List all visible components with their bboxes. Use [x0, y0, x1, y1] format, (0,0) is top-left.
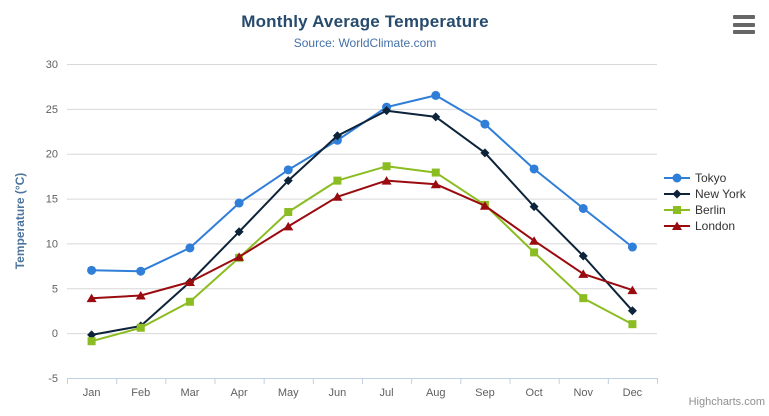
data-point-berlin[interactable] — [579, 294, 588, 303]
tokyo-legend-marker-icon — [664, 173, 690, 183]
legend-label: Tokyo — [695, 171, 727, 185]
data-point-berlin[interactable] — [530, 248, 539, 257]
data-point-berlin[interactable] — [333, 176, 342, 185]
hamburger-icon — [733, 30, 755, 34]
data-point-new-york[interactable] — [382, 106, 392, 116]
data-point-london[interactable] — [381, 176, 392, 185]
x-axis-label: Jul — [380, 387, 394, 399]
series-london — [86, 176, 638, 303]
new-york-legend-marker-icon — [664, 189, 690, 199]
data-point-tokyo[interactable] — [480, 119, 490, 129]
data-point-new-york[interactable] — [431, 112, 441, 122]
series-line-berlin — [90, 165, 634, 343]
legend-label: New York — [695, 187, 746, 201]
data-point-tokyo[interactable] — [529, 164, 539, 174]
data-point-berlin[interactable] — [136, 323, 145, 332]
x-axis-label: Apr — [231, 387, 248, 399]
berlin-legend-marker-icon — [664, 206, 690, 214]
y-axis-label: 10 — [46, 238, 58, 250]
series-tokyo — [87, 90, 637, 276]
legend-label: Berlin — [695, 203, 726, 217]
y-axis-label: 5 — [52, 283, 58, 295]
y-axis-label: 25 — [46, 104, 58, 116]
x-axis-label: May — [278, 387, 299, 399]
data-point-berlin[interactable] — [431, 168, 440, 177]
data-point-london[interactable] — [578, 269, 589, 278]
data-point-new-york[interactable] — [283, 176, 293, 186]
y-axis-label: 30 — [46, 59, 58, 71]
tokyo-legend-symbol[interactable] — [672, 173, 682, 183]
credits-link[interactable]: Highcharts.com — [688, 396, 765, 408]
data-point-new-york[interactable] — [234, 227, 244, 237]
x-axis-label: Aug — [426, 387, 446, 399]
data-point-new-york[interactable] — [332, 131, 342, 141]
data-point-new-york[interactable] — [529, 202, 539, 212]
x-axis-label: Oct — [526, 387, 543, 399]
data-point-tokyo[interactable] — [627, 242, 637, 252]
y-axis-label: 20 — [46, 149, 58, 161]
series-line-london — [90, 179, 634, 300]
data-point-new-york[interactable] — [578, 251, 588, 261]
data-point-berlin[interactable] — [87, 337, 96, 346]
chart-subtitle: Source: WorldClimate.com — [293, 36, 437, 50]
data-point-london[interactable] — [529, 236, 540, 245]
data-point-london[interactable] — [86, 293, 97, 303]
data-point-london[interactable] — [234, 252, 245, 261]
x-axis-label: Jun — [329, 387, 347, 399]
data-point-tokyo[interactable] — [283, 165, 293, 175]
hamburger-icon — [733, 15, 755, 19]
data-point-tokyo[interactable] — [136, 266, 146, 276]
y-axis-label: 15 — [46, 194, 58, 206]
data-point-tokyo[interactable] — [185, 243, 195, 253]
legend-item-tokyo[interactable]: Tokyo — [664, 170, 746, 186]
data-point-tokyo[interactable] — [87, 265, 97, 275]
chart-title: Monthly Average Temperature — [241, 12, 489, 31]
data-point-london[interactable] — [627, 285, 638, 295]
x-axis-label: Mar — [180, 387, 199, 399]
data-point-new-york[interactable] — [87, 330, 97, 340]
london-legend-marker-icon — [664, 221, 690, 231]
legend-item-london[interactable]: London — [664, 218, 746, 234]
berlin-legend-symbol[interactable] — [673, 206, 681, 214]
x-axis-label: Feb — [131, 387, 150, 399]
x-axis-label: Nov — [573, 387, 593, 399]
y-axis-label: -5 — [48, 373, 58, 385]
legend-item-berlin[interactable]: Berlin — [664, 202, 746, 218]
data-point-london[interactable] — [283, 221, 294, 231]
data-point-london[interactable] — [184, 277, 195, 287]
series-line-new-york — [90, 109, 634, 336]
data-point-london[interactable] — [332, 192, 343, 201]
hamburger-icon — [733, 22, 755, 27]
y-axis-title: Temperature (°C) — [13, 173, 27, 270]
data-point-tokyo[interactable] — [234, 198, 244, 208]
data-point-london[interactable] — [430, 179, 441, 189]
data-point-london[interactable] — [479, 201, 490, 210]
data-point-berlin[interactable] — [185, 297, 194, 306]
data-point-tokyo[interactable] — [431, 90, 441, 100]
y-axis-label: 0 — [52, 328, 58, 340]
data-point-berlin[interactable] — [628, 320, 637, 329]
legend: Tokyo New York Berlin London — [664, 170, 746, 234]
data-point-tokyo[interactable] — [578, 203, 588, 213]
series-line-tokyo — [90, 94, 634, 273]
x-axis-label: Dec — [623, 387, 643, 399]
data-point-new-york[interactable] — [627, 306, 637, 316]
x-axis-label: Jan — [83, 387, 101, 399]
series-new-york — [87, 106, 637, 340]
new-york-legend-symbol[interactable] — [672, 189, 682, 199]
legend-item-new-york[interactable]: New York — [664, 186, 746, 202]
context-menu-button[interactable] — [733, 15, 757, 34]
london-legend-symbol[interactable] — [672, 221, 682, 231]
data-point-london[interactable] — [135, 290, 146, 300]
data-point-new-york[interactable] — [480, 148, 490, 158]
data-point-berlin[interactable] — [284, 208, 293, 217]
legend-label: London — [695, 219, 736, 233]
x-axis-label: Sep — [475, 387, 495, 399]
data-point-berlin[interactable] — [382, 162, 391, 171]
